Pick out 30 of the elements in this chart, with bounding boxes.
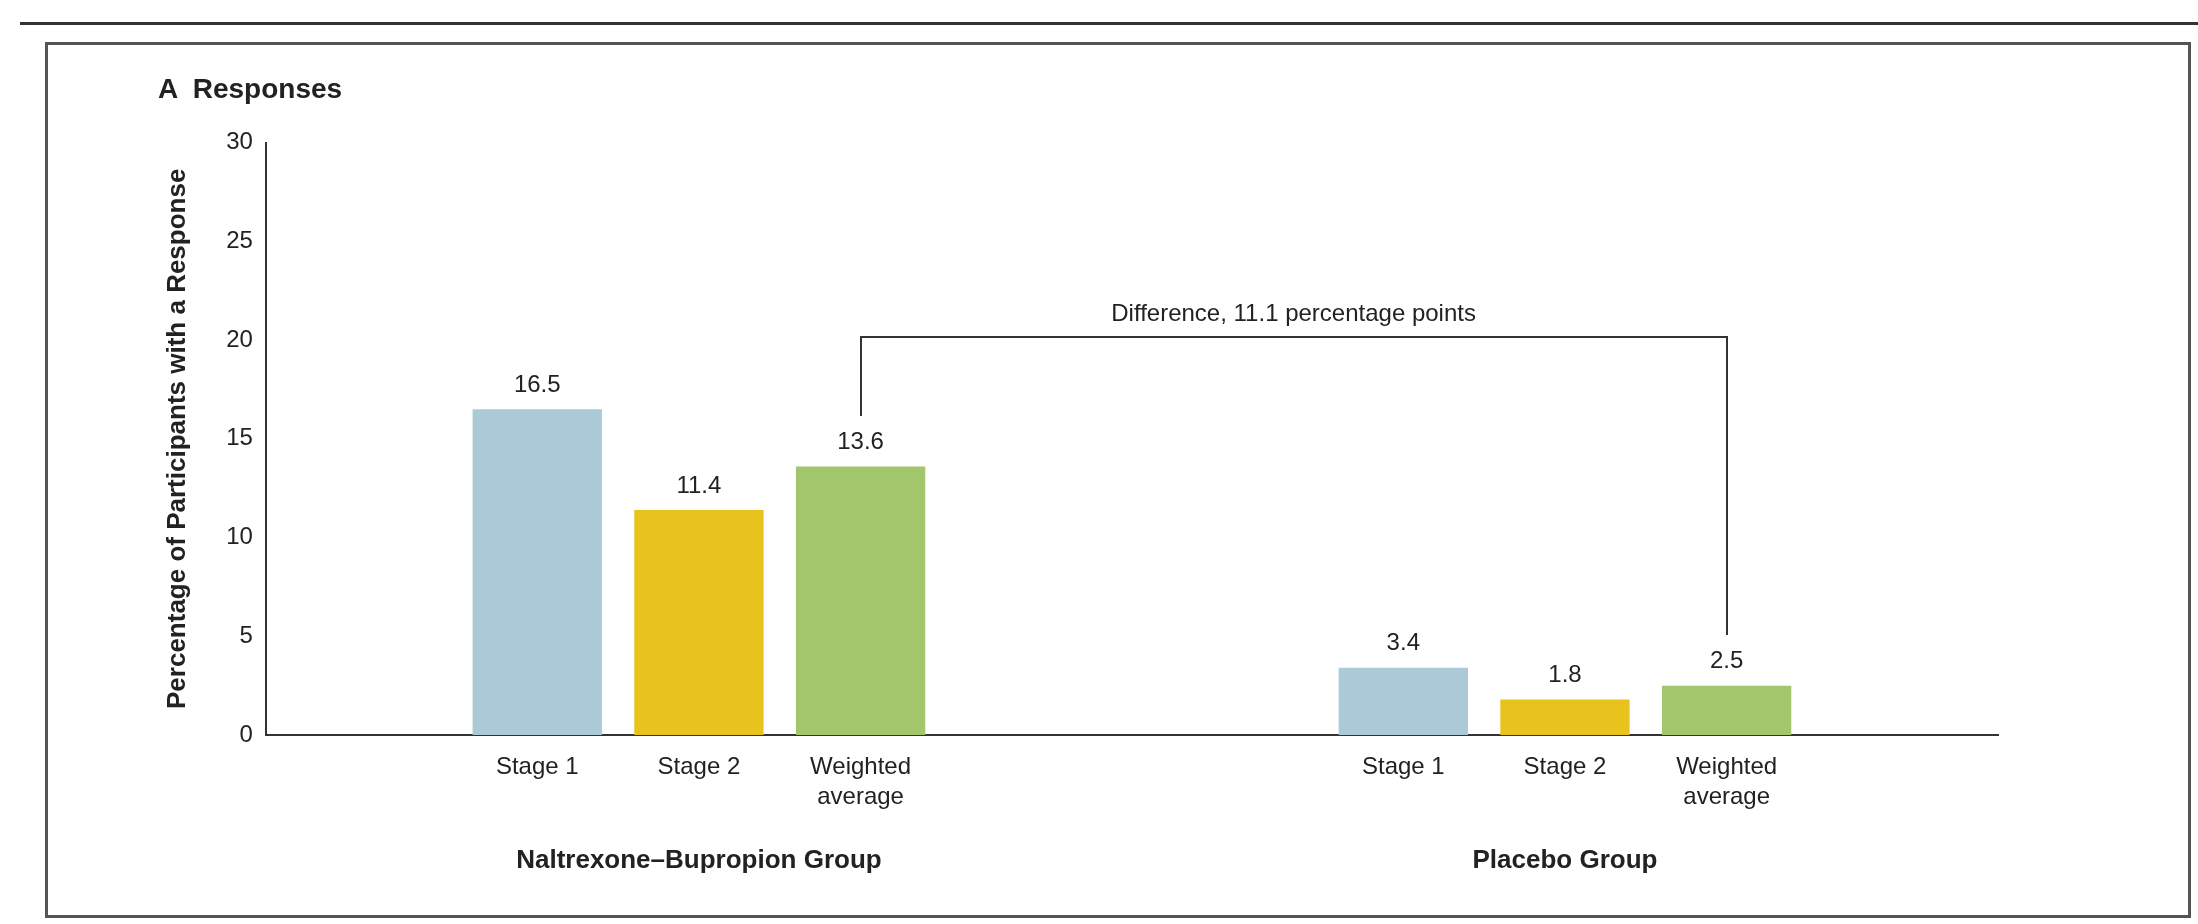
- text: Stage 2: [1523, 751, 1607, 779]
- x-tick-label: Placebo Group: [1472, 843, 1658, 874]
- y-axis-title: Percentage of Participants with a Response: [160, 168, 191, 709]
- bar: [472, 409, 602, 735]
- data-label: 1.8: [1548, 660, 1582, 688]
- bar: [795, 466, 926, 735]
- y-tick-label: 10: [226, 522, 253, 550]
- series-label: Stage 1: [495, 751, 579, 779]
- text: Weighted average: [1676, 751, 1778, 809]
- y-tick-label: 0: [239, 719, 253, 747]
- series-label: Weighted average: [810, 751, 912, 809]
- y-tick-label: 30: [226, 127, 253, 155]
- data-label: 13.6: [837, 427, 884, 455]
- y-tick-label: 5: [239, 620, 253, 648]
- data-label: 11.4: [676, 470, 722, 498]
- bar: [1338, 667, 1468, 735]
- x-tick-label: Naltrexone–Bupropion Group: [516, 843, 882, 874]
- data-label: 3.4: [1386, 628, 1420, 656]
- chart-title: A Responses: [158, 72, 343, 104]
- y-tick-label: 25: [226, 225, 253, 253]
- data-label: 16.5: [513, 369, 561, 397]
- y-tick-label: 20: [226, 324, 253, 352]
- series-label: Stage 2: [657, 751, 741, 779]
- text: Stage 1: [1361, 751, 1445, 779]
- data-label: 2.5: [1709, 646, 1744, 674]
- annotation: Difference, 11.1 percentage points: [1111, 299, 1476, 327]
- bar: [1661, 685, 1792, 735]
- y-tick-label: 15: [226, 423, 253, 451]
- bar: [634, 509, 764, 735]
- bar: [1500, 699, 1630, 735]
